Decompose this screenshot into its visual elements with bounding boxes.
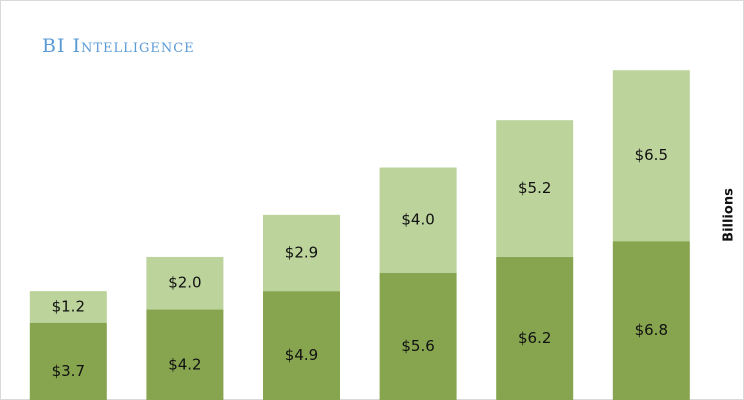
bar-segment — [263, 214, 340, 292]
bar-segment — [263, 291, 340, 400]
bar-segment — [612, 241, 690, 400]
value-label: $6.2 — [518, 329, 551, 347]
y-axis-label: Billions — [722, 188, 737, 242]
bar-segment — [29, 291, 107, 323]
bar-segment — [146, 309, 224, 400]
value-label: $4.9 — [285, 346, 318, 364]
value-label: $4.2 — [168, 355, 201, 373]
value-label: $4.0 — [401, 211, 434, 229]
value-label: $6.5 — [635, 146, 668, 164]
bar-segment — [379, 272, 457, 400]
value-label: $3.7 — [52, 362, 85, 380]
bar-segment — [496, 120, 574, 257]
value-label: $5.6 — [401, 337, 434, 355]
value-label: $2.9 — [285, 243, 318, 261]
bar-segment — [612, 70, 690, 242]
value-label: $1.2 — [52, 297, 85, 315]
bar-segment — [496, 256, 574, 400]
value-label: $2.0 — [168, 274, 201, 292]
watermark: BI Intelligence — [42, 35, 195, 57]
value-label: $6.8 — [635, 321, 668, 339]
bar-segment — [379, 167, 457, 273]
value-label: $5.2 — [518, 179, 551, 197]
bar-segment — [146, 256, 224, 310]
bar-segment — [29, 322, 107, 400]
